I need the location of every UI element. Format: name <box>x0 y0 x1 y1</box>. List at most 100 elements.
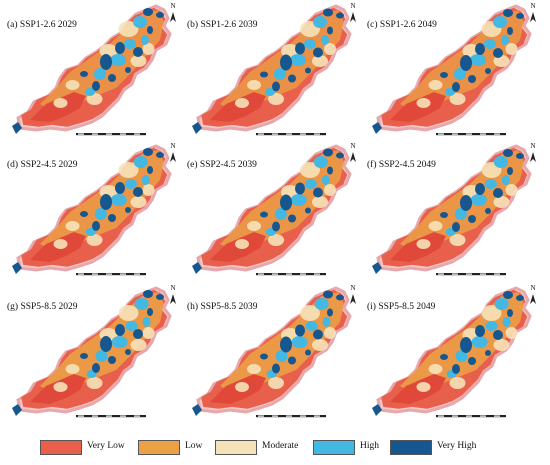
very-high-patch <box>313 329 323 340</box>
high-patch <box>485 321 498 331</box>
moderate-patch <box>416 239 431 249</box>
very-high-patch <box>336 152 344 159</box>
very-high-patch <box>143 8 153 16</box>
moderate-patch <box>53 98 68 108</box>
map-svg <box>372 286 536 418</box>
very-high-patch <box>475 43 485 55</box>
moderate-patch <box>449 377 466 389</box>
high-patch <box>110 54 126 66</box>
very-high-patch <box>260 211 268 218</box>
high-patch <box>484 39 496 49</box>
panel-title: (c) SSP1-2.6 2049 <box>367 20 437 30</box>
moderate-patch <box>416 382 431 392</box>
north-arrow-icon <box>170 152 176 162</box>
moderate-patch <box>130 196 147 208</box>
north-arrow-icon <box>170 12 176 22</box>
moderate-patch <box>324 184 336 196</box>
high-patch <box>95 350 108 362</box>
very-high-patch <box>323 290 333 299</box>
very-high-patch <box>80 353 88 359</box>
scale-bar <box>256 415 326 418</box>
very-high-patch <box>323 8 333 17</box>
map-svg <box>192 144 356 276</box>
high-patch <box>290 54 306 66</box>
scale-bar <box>256 273 326 276</box>
island-patch <box>372 262 382 274</box>
very-high-patch <box>80 71 88 77</box>
high-patch <box>85 228 96 236</box>
very-high-patch <box>475 183 485 195</box>
very-high-patch <box>100 336 112 352</box>
very-high-patch <box>493 188 503 198</box>
panel-title: (g) SSP5-8.5 2029 <box>7 302 78 312</box>
legend: Very Low Low Moderate High Very High <box>40 438 510 458</box>
very-high-patch <box>147 26 153 34</box>
very-high-patch <box>507 167 513 175</box>
high-patch <box>305 321 318 331</box>
moderate-patch <box>324 43 336 55</box>
very-high-patch <box>493 48 503 58</box>
moderate-patch <box>449 93 466 105</box>
island-patch <box>192 404 202 416</box>
moderate-patch <box>505 327 518 339</box>
north-label: N <box>170 2 176 10</box>
very-high-patch <box>336 294 344 301</box>
scale-bar <box>76 273 146 276</box>
high-patch <box>111 336 128 348</box>
panel-title: (i) SSP5-8.5 2049 <box>367 302 436 312</box>
very-high-patch <box>143 290 153 298</box>
very-high-patch <box>133 329 143 339</box>
moderate-patch <box>281 44 299 58</box>
moderate-patch <box>142 184 155 196</box>
moderate-patch <box>235 98 249 108</box>
moderate-patch <box>86 93 103 105</box>
scale-bar <box>436 415 506 418</box>
very-high-patch <box>288 214 296 223</box>
very-high-patch <box>507 27 513 35</box>
high-patch <box>124 179 137 189</box>
very-high-patch <box>125 67 131 73</box>
very-high-patch <box>460 55 472 71</box>
high-patch <box>265 88 275 96</box>
panel-title: (a) SSP1-2.6 2029 <box>7 20 77 30</box>
moderate-patch <box>416 98 431 108</box>
moderate-patch <box>505 184 518 196</box>
north-label: N <box>350 284 356 292</box>
very-high-patch <box>305 349 311 356</box>
very-high-patch <box>485 208 491 214</box>
map-panel: N (i) SSP5-8.5 2049 <box>360 282 540 422</box>
north-arrow-icon <box>530 152 536 162</box>
map-svg <box>372 4 536 136</box>
very-high-patch <box>280 54 292 71</box>
moderate-patch <box>300 305 320 321</box>
high-patch <box>502 317 511 327</box>
map-panel: N (a) SSP1-2.6 2029 <box>0 0 180 140</box>
map-panel: N (g) SSP5-8.5 2029 <box>0 282 180 422</box>
very-high-patch <box>133 47 143 57</box>
very-high-patch <box>475 325 485 337</box>
north-label: N <box>350 142 356 150</box>
moderate-patch <box>118 21 139 37</box>
moderate-patch <box>53 382 68 392</box>
north-label: N <box>530 142 536 150</box>
high-patch <box>501 35 509 45</box>
very-high-patch <box>115 42 125 54</box>
moderate-patch <box>312 339 328 351</box>
moderate-patch <box>268 93 284 105</box>
very-high-patch <box>440 72 448 78</box>
high-patch <box>110 194 127 206</box>
moderate-patch <box>247 221 261 231</box>
moderate-patch <box>428 364 443 374</box>
very-high-patch <box>92 81 100 91</box>
scale-bar <box>436 133 506 136</box>
high-patch <box>313 156 328 168</box>
north-arrow-icon <box>530 12 536 22</box>
very-high-patch <box>452 82 460 92</box>
very-high-patch <box>143 148 153 156</box>
island-patch <box>372 404 382 416</box>
moderate-patch <box>130 339 147 351</box>
high-patch <box>290 194 307 206</box>
moderate-patch <box>53 239 68 249</box>
map-panel: N (b) SSP1-2.6 2039 <box>180 0 360 140</box>
moderate-patch <box>505 43 518 55</box>
